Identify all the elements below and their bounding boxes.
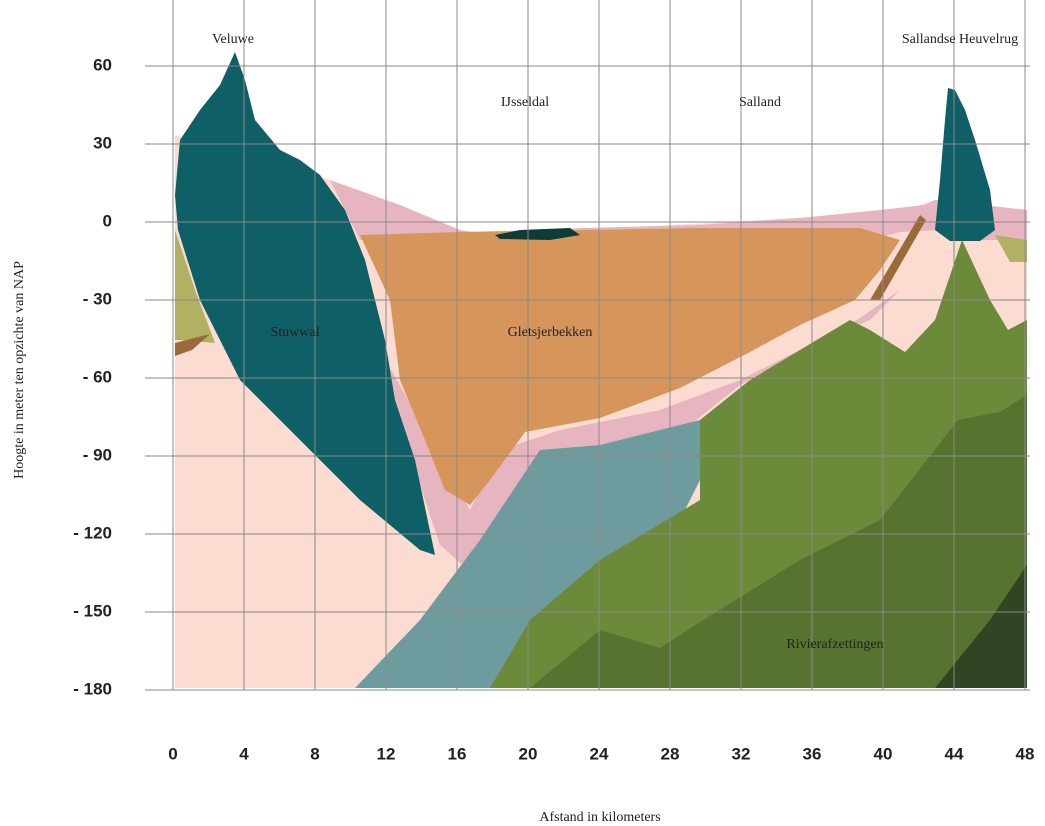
y-axis-label: Hoogte in meter ten opzichte van NAP — [12, 261, 27, 479]
olive-layer-right — [995, 235, 1027, 262]
y-tick-label: - 150 — [73, 601, 112, 620]
x-tick-label: 48 — [1016, 744, 1035, 763]
y-tick-label: - 60 — [83, 367, 112, 386]
x-tick-label: 24 — [590, 744, 609, 763]
y-tick-label: - 90 — [83, 445, 112, 464]
y-tick-label: - 180 — [73, 679, 112, 698]
y-tick-label: 30 — [93, 133, 112, 152]
annotation: Sallandse Heuvelrug — [902, 32, 1018, 47]
glacial-basin — [360, 228, 900, 505]
annotation: Rivierafzettingen — [786, 637, 883, 652]
x-tick-label: 12 — [377, 744, 396, 763]
x-tick-label: 0 — [168, 744, 177, 763]
x-tick-label: 40 — [874, 744, 893, 763]
x-tick-label: 16 — [448, 744, 467, 763]
x-tick-label: 20 — [519, 744, 538, 763]
x-tick-label: 32 — [732, 744, 751, 763]
x-tick-label: 8 — [310, 744, 319, 763]
x-tick-label: 28 — [661, 744, 680, 763]
olive-layer-left — [175, 230, 215, 343]
y-tick-label: 0 — [103, 211, 112, 230]
dark-lens — [495, 228, 580, 240]
push-moraine — [175, 52, 435, 555]
brown-layer-left — [175, 334, 210, 356]
x-tick-label: 4 — [239, 744, 249, 763]
x-tick-label: 36 — [803, 744, 822, 763]
y-tick-label: - 120 — [73, 523, 112, 542]
y-tick-label: - 30 — [83, 289, 112, 308]
annotation: IJsseldal — [501, 95, 549, 110]
brown-streak — [870, 215, 926, 300]
surface-layer — [330, 180, 1027, 240]
river-deposits-deepest — [935, 565, 1027, 688]
x-tick-label: 44 — [945, 744, 964, 763]
push-moraine-right — [935, 88, 995, 241]
layers — [175, 52, 1027, 688]
annotation: Stuwwal — [271, 325, 320, 340]
annotation: Gletsjerbekken — [508, 325, 593, 340]
annotation: Salland — [739, 95, 781, 110]
annotation: Veluwe — [212, 32, 254, 47]
x-axis-label: Afstand in kilometers — [539, 810, 660, 825]
axes — [145, 0, 1030, 691]
y-tick-label: 60 — [93, 55, 112, 74]
river-deposits-deep — [530, 395, 1027, 688]
